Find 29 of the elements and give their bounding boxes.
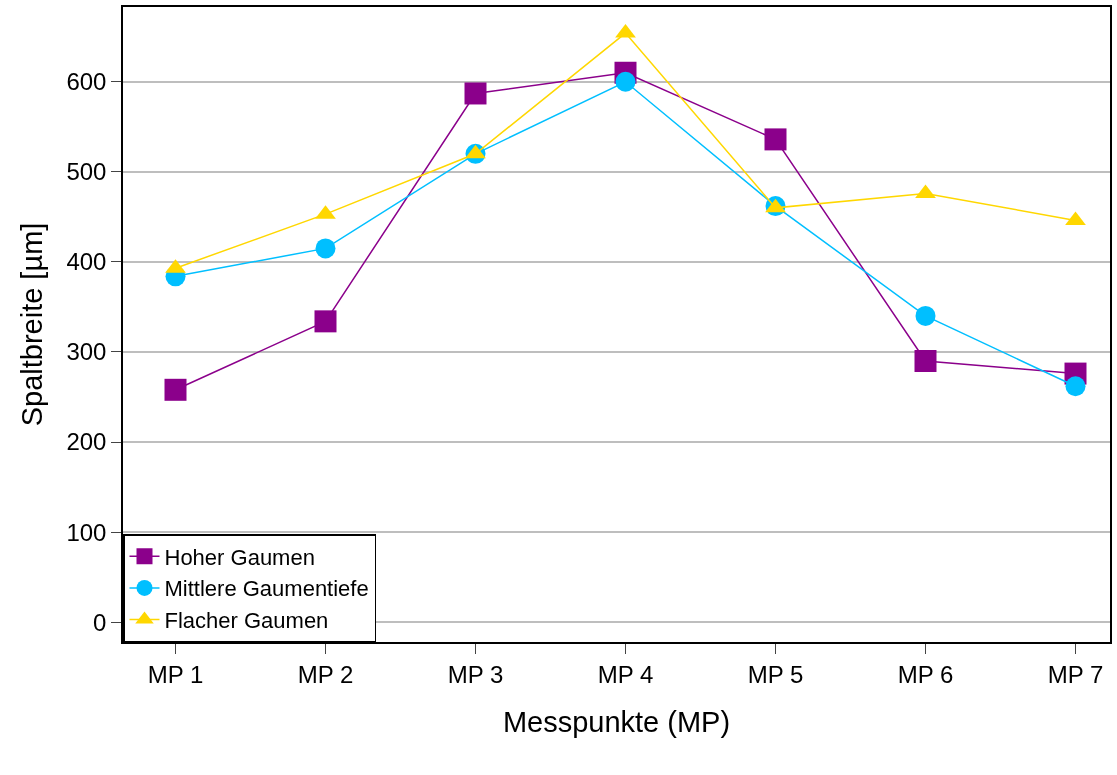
- point: [164, 378, 187, 401]
- x-tick-label: MP 7: [1047, 660, 1104, 688]
- point: [465, 144, 486, 159]
- point: [464, 82, 487, 105]
- y-tick-label: 300: [66, 338, 107, 366]
- y-tick-label: 100: [66, 518, 107, 546]
- x-tick-label: MP 4: [597, 660, 654, 688]
- x-tick-label: MP 6: [897, 660, 954, 688]
- y-tick-label: 0: [93, 608, 107, 636]
- y-tick-label: 200: [66, 428, 107, 456]
- point: [764, 128, 787, 151]
- point: [615, 71, 636, 92]
- legend-label: Hoher Gaumen: [164, 544, 315, 570]
- y-axis-title: Spaltbreite [µm]: [16, 222, 49, 427]
- x-tick-label: MP 1: [147, 660, 204, 688]
- point: [1065, 376, 1086, 397]
- x-tick-label: MP 5: [747, 660, 804, 688]
- legend-label: Mittlere Gaumentiefe: [164, 576, 369, 602]
- x-tick-label: MP 2: [297, 660, 354, 688]
- x-tick-label: MP 3: [447, 660, 504, 688]
- point: [314, 310, 337, 333]
- y-tick-label: 500: [66, 158, 107, 186]
- point: [315, 238, 336, 259]
- y-tick-label: 400: [66, 248, 107, 276]
- point: [915, 305, 936, 326]
- point: [914, 349, 937, 372]
- x-axis-title: Messpunkte (MP): [502, 705, 731, 738]
- legend-label: Flacher Gaumen: [164, 608, 329, 634]
- y-tick-label: 600: [66, 68, 107, 96]
